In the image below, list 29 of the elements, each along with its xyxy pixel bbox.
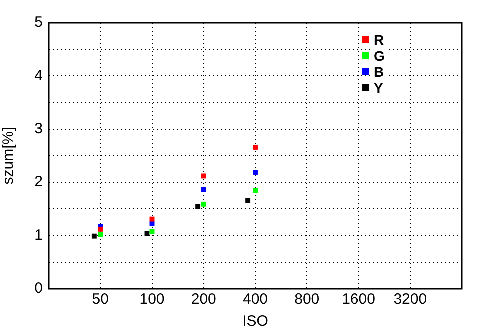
x-tick-label: 1600 [342, 291, 376, 308]
x-tick-label: 3200 [394, 291, 428, 308]
legend-label: Y [374, 80, 384, 96]
x-tick-label: 100 [140, 291, 165, 308]
x-tick-label: 50 [92, 291, 109, 308]
point [253, 170, 258, 175]
point [150, 216, 155, 222]
legend-label: B [374, 64, 384, 80]
x-tick-label: 400 [242, 291, 268, 308]
legend-label: R [374, 32, 384, 48]
legend-label: G [374, 48, 385, 64]
point [201, 187, 206, 192]
point [98, 226, 104, 232]
x-tick-label: 200 [191, 291, 216, 308]
x-tick-label: 800 [294, 291, 320, 308]
point [150, 229, 155, 234]
point [201, 202, 206, 207]
y-axis-title: szum[%] [0, 127, 18, 185]
y-tick-label: 2 [34, 174, 43, 191]
y-tick-label: 0 [34, 280, 43, 298]
point [98, 232, 104, 238]
y-tick-label: 3 [34, 120, 43, 138]
y-tick-label: 4 [34, 67, 43, 84]
point [253, 188, 258, 194]
y-tick-label: 5 [34, 14, 43, 32]
point [201, 174, 206, 179]
y-tick-label: 1 [34, 226, 43, 244]
point [253, 145, 258, 150]
x-axis-title: ISO [242, 313, 268, 330]
